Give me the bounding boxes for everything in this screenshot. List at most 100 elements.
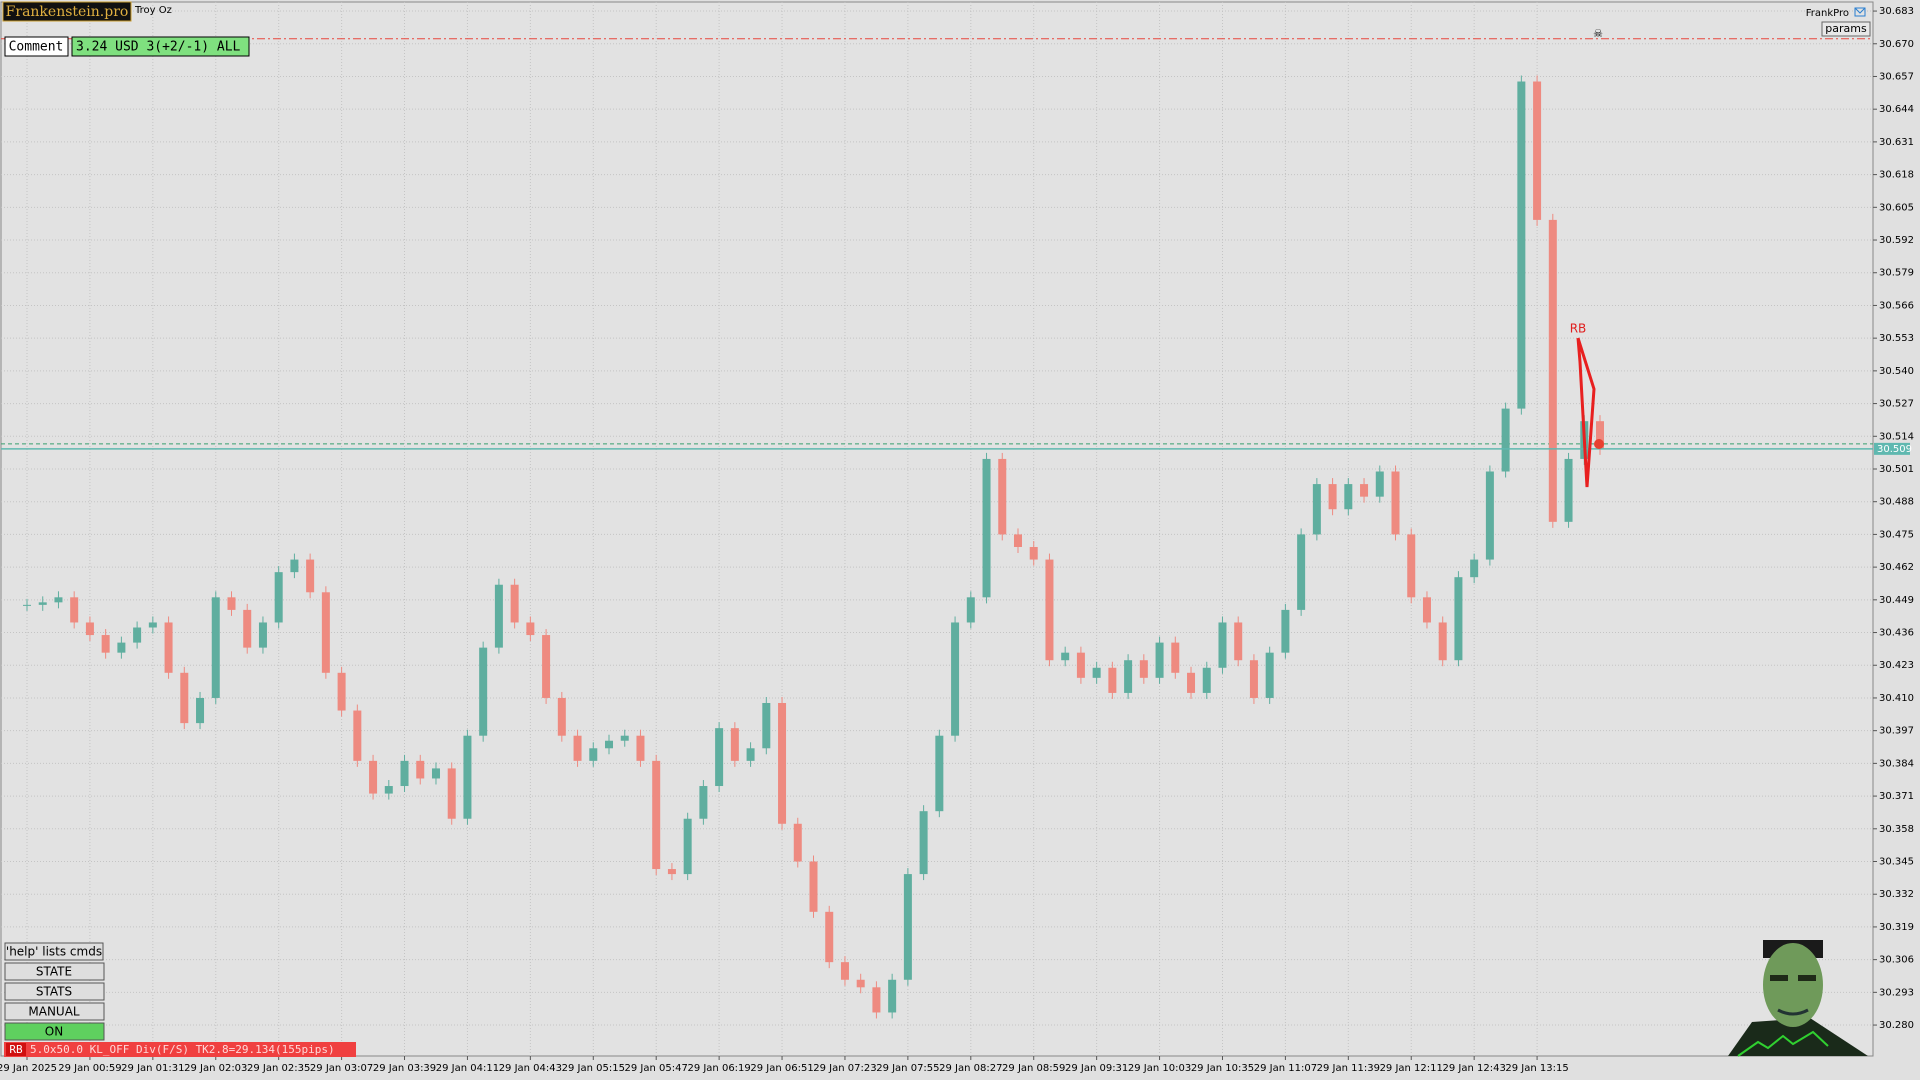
candle-body <box>542 635 551 698</box>
candle-body <box>306 559 315 593</box>
candle-body <box>1422 597 1431 623</box>
button[interactable] <box>4 1022 105 1041</box>
candle-body <box>1092 667 1101 678</box>
candle-body <box>793 823 802 862</box>
candle-body <box>1328 484 1337 510</box>
status-bar <box>4 1042 356 1057</box>
candle-body <box>636 735 645 761</box>
params[interactable]: params <box>1825 22 1867 35</box>
candle-body <box>1281 609 1290 653</box>
candle-body <box>1470 559 1479 578</box>
button-label[interactable]: MANUAL <box>28 1005 80 1019</box>
candle-body <box>1155 642 1164 678</box>
status-tag-box <box>6 1043 26 1056</box>
y-tick-label: 30.683 <box>1879 6 1914 17</box>
candle-body <box>620 735 629 741</box>
y-tick-label: 30.566 <box>1879 300 1914 311</box>
candle-body <box>23 604 31 606</box>
x-tick-label: 29 Jan 08:27 <box>939 1063 1002 1074</box>
candle-body <box>494 584 503 648</box>
candle-body <box>1517 81 1526 409</box>
candle-body <box>888 979 897 1013</box>
candle-body <box>1124 660 1133 693</box>
candle-body <box>70 597 79 623</box>
button[interactable] <box>4 942 104 961</box>
candle-body <box>337 672 346 711</box>
brand: Frankenstein.pro <box>6 4 129 20</box>
candle-body <box>321 592 330 673</box>
candle-body <box>903 874 912 980</box>
candle-body <box>243 609 252 648</box>
candle-body <box>825 911 834 963</box>
candle-body <box>1218 622 1227 668</box>
candle-body <box>557 697 566 736</box>
candle-body <box>966 597 975 623</box>
button[interactable] <box>4 982 105 1001</box>
candle-body <box>38 602 47 605</box>
candle-body <box>715 728 724 787</box>
button-label[interactable]: STATE <box>36 965 72 979</box>
y-tick-label: 30.332 <box>1879 889 1914 900</box>
button-label[interactable]: 'help' lists cmds <box>6 945 102 959</box>
candle-body <box>510 584 519 623</box>
y-tick-label: 30.475 <box>1879 529 1914 540</box>
candle-body <box>1202 667 1211 693</box>
candle-body <box>951 622 960 736</box>
x-tick-label: 29 Jan 12:11 <box>1380 1063 1443 1074</box>
y-tick-label: 30.436 <box>1879 628 1914 639</box>
y-tick-label: 30.293 <box>1879 987 1914 998</box>
candle-body <box>227 597 236 610</box>
candle-body <box>1501 408 1510 472</box>
y-tick-label: 30.449 <box>1879 595 1914 606</box>
y-tick-label: 30.501 <box>1879 464 1914 475</box>
x-tick-label: 29 Jan 07:23 <box>813 1063 876 1074</box>
annotation: RB <box>1570 322 1587 336</box>
params-box[interactable] <box>1821 21 1871 37</box>
candle-body <box>1360 484 1369 497</box>
x-tick-label: 29 Jan 09:31 <box>1065 1063 1128 1074</box>
button[interactable] <box>4 962 105 981</box>
candle-body <box>1344 484 1353 510</box>
x-tick-label: 29 Jan 11:07 <box>1254 1063 1317 1074</box>
candle-body <box>1375 471 1384 497</box>
button[interactable] <box>4 1002 105 1021</box>
bid-label-box <box>1874 442 1910 455</box>
candle-body <box>730 728 739 761</box>
rb-pattern <box>1576 337 1596 488</box>
mascot <box>1728 940 1868 1057</box>
candle-body <box>605 740 614 749</box>
x-tick-label: 29 Jan 13:15 <box>1505 1063 1568 1074</box>
y-tick-label: 30.631 <box>1879 137 1914 148</box>
ea-icon <box>1854 7 1866 17</box>
button-label[interactable]: STATS <box>36 985 72 999</box>
candle-body <box>1108 667 1117 693</box>
candle-body <box>1533 81 1542 220</box>
candle-body <box>1485 471 1494 560</box>
symbol: Troy Oz <box>134 5 172 16</box>
skull-icon: ☠ <box>1593 27 1603 40</box>
candle-body <box>589 748 598 761</box>
candle-body <box>699 786 708 819</box>
candle-body <box>1029 546 1038 560</box>
candle-body <box>1297 534 1306 610</box>
candle-body <box>1171 642 1180 673</box>
x-tick-label: 29 Jan 05:47 <box>625 1063 688 1074</box>
candle-body <box>400 760 409 787</box>
y-tick-label: 30.384 <box>1879 758 1914 769</box>
candle-body <box>1454 577 1463 661</box>
button-label[interactable]: ON <box>45 1025 63 1039</box>
bid-label: 30.509 <box>1877 444 1912 455</box>
y-tick-label: 30.514 <box>1879 431 1914 442</box>
y-tick-label: 30.319 <box>1879 922 1914 933</box>
candle-body <box>1187 672 1196 693</box>
candle-body <box>840 962 849 980</box>
plot-area <box>0 1 1874 1057</box>
candle-body <box>1234 622 1243 661</box>
candle-body <box>101 635 110 653</box>
status-tag: RB <box>9 1043 23 1056</box>
x-tick-label: 29 Jan 06:51 <box>750 1063 813 1074</box>
candle-body <box>982 458 991 598</box>
candle-body <box>180 672 189 724</box>
comment-value: 3.24 USD 3(+2/-1) ALL <box>76 40 241 55</box>
candle-body <box>746 748 755 761</box>
